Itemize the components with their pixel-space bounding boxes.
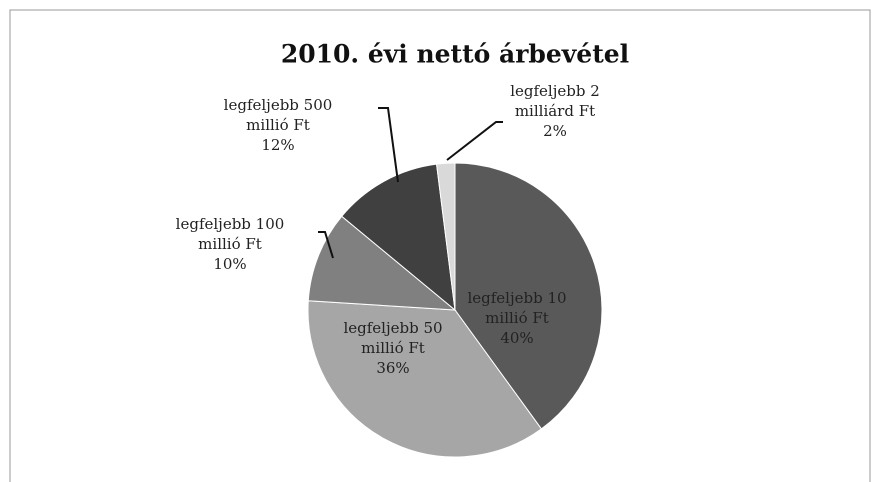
- value-label: 36%: [376, 359, 410, 377]
- slice-label: legfeljebb 100 millió Ft 10%: [155, 214, 305, 274]
- slice-label: legfeljebb 50 millió Ft 36%: [318, 318, 468, 378]
- category-label: legfeljebb 2 milliárd Ft: [510, 82, 600, 120]
- leader-line: [378, 107, 399, 183]
- category-label: legfeljebb 100 millió Ft: [175, 215, 285, 253]
- category-label: legfeljebb 50 millió Ft: [343, 319, 443, 357]
- slices: [307, 162, 603, 458]
- value-label: 2%: [543, 122, 567, 140]
- slice-label: legfeljebb 10 millió Ft 40%: [442, 288, 592, 348]
- pie-slice: [307, 300, 543, 458]
- slice-label: legfeljebb 2 milliárd Ft 2%: [480, 81, 630, 141]
- chart-title: 2010. évi nettó árbevétel: [281, 40, 629, 69]
- pie-slice: [307, 215, 457, 311]
- category-label: legfeljebb 500 millió Ft: [223, 96, 333, 134]
- pie-slice: [341, 163, 456, 312]
- category-label: legfeljebb 10 millió Ft: [467, 289, 567, 327]
- value-label: 10%: [213, 255, 247, 273]
- value-label: 12%: [261, 136, 295, 154]
- chart-frame: [9, 9, 871, 482]
- slice-label: legfeljebb 500 millió Ft 12%: [203, 95, 353, 155]
- pie-slice: [454, 162, 603, 430]
- value-label: 40%: [500, 329, 534, 347]
- leader-line: [446, 121, 503, 161]
- pie-slice: [436, 162, 456, 311]
- leader-line: [318, 231, 334, 259]
